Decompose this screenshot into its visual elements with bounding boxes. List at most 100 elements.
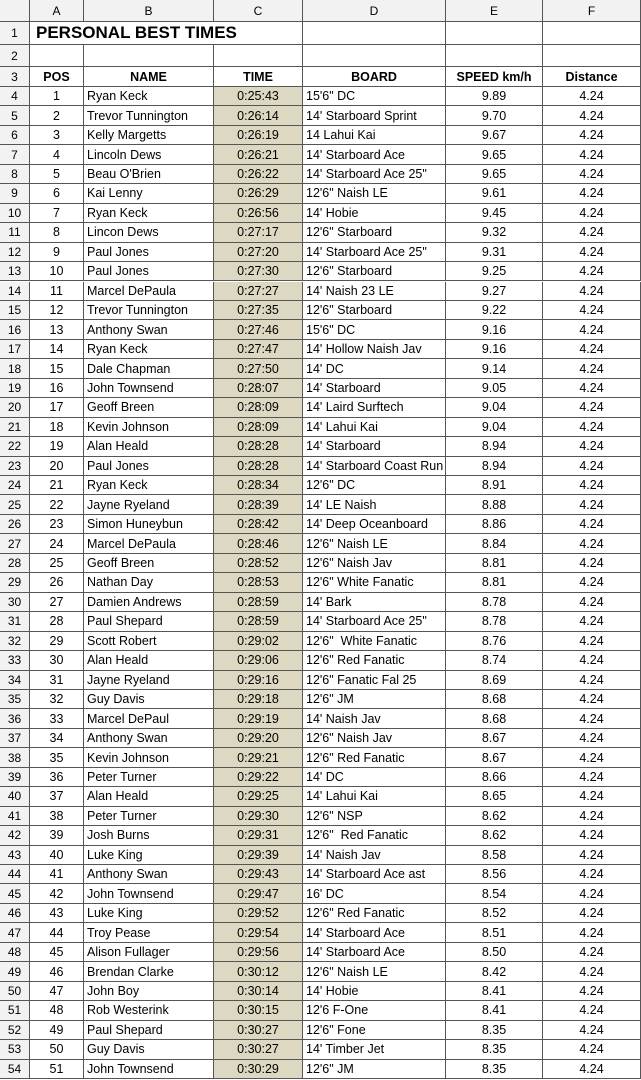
distance-cell: 4.24 <box>543 1040 641 1060</box>
name-cell: Nathan Day <box>84 573 214 593</box>
distance-cell: 4.24 <box>543 184 641 204</box>
row-number: 17 <box>0 339 30 360</box>
board-cell: 12'6" White Fanatic <box>303 631 446 652</box>
time-cell: 0:26:56 <box>214 203 303 224</box>
name-cell: Guy Davis <box>84 689 214 710</box>
row-number: 39 <box>0 767 30 788</box>
board-cell: 12'6" Red Fanatic <box>303 651 446 671</box>
name-cell: Alan Heald <box>84 787 214 807</box>
board-cell: 14' Lahui Kai <box>303 787 446 807</box>
empty-cell <box>30 45 84 67</box>
time-cell: 0:28:28 <box>214 456 303 476</box>
board-cell: 14' Starboard Ace 25" <box>303 164 446 185</box>
speed-cell: 8.35 <box>446 1040 543 1060</box>
position-cell: 24 <box>30 534 84 554</box>
speed-cell: 9.32 <box>446 223 543 243</box>
row-number: 35 <box>0 689 30 710</box>
distance-cell: 4.24 <box>543 942 641 963</box>
board-cell: 12'6" Red Fanatic <box>303 903 446 924</box>
distance-cell: 4.24 <box>543 339 641 360</box>
board-cell: 14' Starboard <box>303 378 446 399</box>
board-cell: 14' Hollow Naish Jav <box>303 339 446 360</box>
time-cell: 0:29:47 <box>214 884 303 904</box>
empty-cell <box>214 45 303 67</box>
row-number: 4 <box>0 87 30 107</box>
time-cell: 0:29:02 <box>214 631 303 652</box>
speed-cell: 8.51 <box>446 923 543 943</box>
position-cell: 41 <box>30 865 84 885</box>
time-cell: 0:28:07 <box>214 378 303 399</box>
time-cell: 0:28:28 <box>214 437 303 457</box>
board-cell: 12'6" DC <box>303 476 446 496</box>
row-number: 43 <box>0 845 30 866</box>
row-number: 44 <box>0 865 30 885</box>
column-header: TIME <box>214 67 303 87</box>
speed-cell: 8.35 <box>446 1020 543 1041</box>
name-cell: Simon Huneybun <box>84 514 214 535</box>
empty-cell <box>543 45 641 67</box>
board-cell: 15'6" DC <box>303 320 446 340</box>
row-number: 28 <box>0 553 30 574</box>
distance-cell: 4.24 <box>543 651 641 671</box>
row-number: 22 <box>0 437 30 457</box>
position-cell: 47 <box>30 981 84 1002</box>
position-cell: 48 <box>30 1001 84 1021</box>
row-number: 54 <box>0 1059 30 1079</box>
speed-cell: 8.78 <box>446 612 543 632</box>
name-cell: Paul Shepard <box>84 1020 214 1041</box>
speed-cell: 8.41 <box>446 1001 543 1021</box>
board-cell: 12'6" Naish Jav <box>303 728 446 749</box>
distance-cell: 4.24 <box>543 223 641 243</box>
board-cell: 12'6" Fanatic Fal 25 <box>303 670 446 690</box>
time-cell: 0:29:16 <box>214 670 303 690</box>
name-cell: Alan Heald <box>84 437 214 457</box>
name-cell: Brendan Clarke <box>84 962 214 982</box>
speed-cell: 8.84 <box>446 534 543 554</box>
column-letter: F <box>543 0 641 22</box>
speed-cell: 8.35 <box>446 1059 543 1079</box>
time-cell: 0:29:43 <box>214 865 303 885</box>
speed-cell: 8.88 <box>446 495 543 515</box>
position-cell: 30 <box>30 651 84 671</box>
speed-cell: 8.94 <box>446 456 543 476</box>
speed-cell: 8.81 <box>446 573 543 593</box>
position-cell: 4 <box>30 145 84 165</box>
distance-cell: 4.24 <box>543 865 641 885</box>
distance-cell: 4.24 <box>543 962 641 982</box>
distance-cell: 4.24 <box>543 903 641 924</box>
board-cell: 14' Naish Jav <box>303 709 446 729</box>
empty-cell <box>446 22 543 45</box>
row-number: 7 <box>0 145 30 165</box>
name-cell: Guy Davis <box>84 1040 214 1060</box>
time-cell: 0:29:52 <box>214 903 303 924</box>
distance-cell: 4.24 <box>543 262 641 282</box>
row-number: 30 <box>0 592 30 613</box>
row-number: 21 <box>0 417 30 438</box>
board-cell: 12'6" JM <box>303 689 446 710</box>
speed-cell: 9.65 <box>446 145 543 165</box>
board-cell: 14' DC <box>303 359 446 379</box>
sheet-title: PERSONAL BEST TIMES <box>30 22 303 45</box>
time-cell: 0:27:30 <box>214 262 303 282</box>
distance-cell: 4.24 <box>543 826 641 846</box>
distance-cell: 4.24 <box>543 670 641 690</box>
name-cell: Kevin Johnson <box>84 748 214 768</box>
time-cell: 0:26:19 <box>214 125 303 146</box>
distance-cell: 4.24 <box>543 709 641 729</box>
distance-cell: 4.24 <box>543 592 641 613</box>
row-number: 49 <box>0 962 30 982</box>
board-cell: 14' Starboard Ace 25" <box>303 242 446 263</box>
position-cell: 40 <box>30 845 84 866</box>
time-cell: 0:29:20 <box>214 728 303 749</box>
name-cell: Luke King <box>84 903 214 924</box>
position-cell: 2 <box>30 106 84 126</box>
position-cell: 16 <box>30 378 84 399</box>
column-header: BOARD <box>303 67 446 87</box>
distance-cell: 4.24 <box>543 514 641 535</box>
board-cell: 14' Naish 23 LE <box>303 281 446 301</box>
speed-cell: 8.78 <box>446 592 543 613</box>
name-cell: Ryan Keck <box>84 87 214 107</box>
position-cell: 9 <box>30 242 84 263</box>
name-cell: Luke King <box>84 845 214 866</box>
row-number: 19 <box>0 378 30 399</box>
